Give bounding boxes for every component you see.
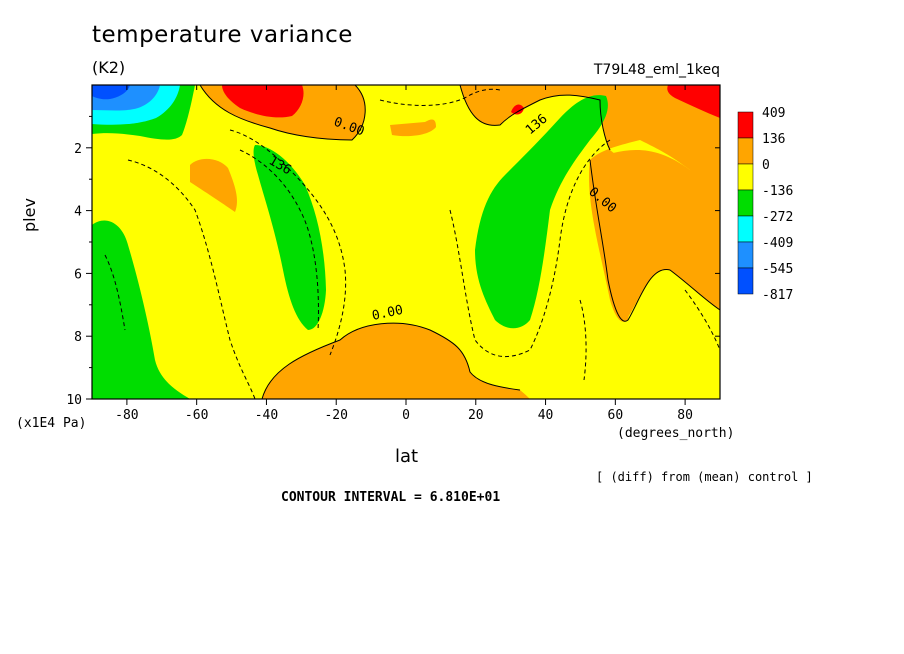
x-tick-label: -20 — [324, 408, 347, 423]
red-region-top-right — [667, 85, 720, 118]
y-tick-label: 2 — [74, 142, 82, 157]
orange-region-bottom — [262, 323, 530, 399]
dashed-contour-a — [127, 159, 256, 399]
solid-contour-bottom — [261, 322, 521, 399]
colorbar-legend: 409 136 0 -136 -272 -409 -545 -817 — [737, 106, 793, 303]
dashed-contour-h — [684, 289, 720, 351]
x-tick-label: -60 — [185, 408, 208, 423]
x-tick-label: -40 — [255, 408, 278, 423]
colorbar-swatch — [737, 189, 754, 217]
colorbar-label: 409 — [762, 106, 785, 121]
green-region-midleft — [253, 145, 326, 330]
green-region-midright — [475, 95, 608, 329]
orange-region-left-blob — [190, 158, 238, 212]
contour-lines — [104, 85, 720, 399]
diff-note: [ (diff) from (mean) control ] — [596, 470, 813, 484]
x-tick-label: 20 — [468, 408, 484, 423]
chart-units: (K2) — [92, 58, 126, 77]
x-tick-label: 80 — [677, 408, 693, 423]
y-tick-label: 8 — [74, 330, 82, 345]
green-region-left — [92, 220, 190, 399]
dashed-contour-f — [104, 254, 126, 331]
x-tick-label: 40 — [538, 408, 554, 423]
colorbar-swatch — [737, 163, 754, 191]
chart-title: temperature variance — [92, 22, 353, 48]
colorbar-swatch — [737, 241, 754, 269]
colorbar-label: 136 — [762, 132, 785, 147]
x-tick-label: 60 — [608, 408, 624, 423]
orange-region-top-right — [460, 85, 720, 399]
solid-contour-right2 — [589, 159, 720, 322]
orange-region-right — [590, 150, 720, 399]
solid-contour-right — [459, 85, 611, 151]
x-tick-label: -80 — [115, 408, 138, 423]
y-tick-group: 2 4 6 8 10 — [66, 115, 720, 408]
colorbar-label: -409 — [762, 236, 793, 251]
colorbar-label: -817 — [762, 288, 793, 303]
y-axis-units: (x1E4 Pa) — [16, 416, 87, 431]
dashed-contour-g — [579, 299, 587, 381]
orange-region-top-mid — [390, 119, 436, 137]
x-tick-label: 0 — [402, 408, 410, 423]
y-tick-label: 6 — [74, 267, 82, 282]
dashed-contour-b — [229, 129, 347, 356]
y-tick-label: 4 — [74, 205, 82, 220]
contour-label-3: 0.00 — [371, 303, 405, 324]
colorbar-swatch — [737, 267, 754, 295]
red-region-top-left — [222, 85, 304, 118]
y-axis-label: plev — [20, 198, 39, 232]
dashed-contour-c — [239, 149, 319, 331]
colorbar-label: -272 — [762, 210, 793, 225]
y-tick-label: 10 — [66, 393, 82, 408]
dark-blue-region — [92, 85, 130, 100]
x-axis-units: (degrees_north) — [617, 426, 735, 441]
contour-interval: CONTOUR INTERVAL = 6.810E+01 — [281, 490, 501, 505]
colorbar-label: 0 — [762, 158, 770, 173]
solid-contour-top — [199, 85, 366, 141]
dashed-contour-d — [449, 139, 611, 358]
dashed-contour-e — [379, 88, 501, 106]
colorbar-label: -136 — [762, 184, 793, 199]
x-axis-label: lat — [395, 446, 419, 467]
colorbar-swatch — [737, 215, 754, 243]
red-region-small — [511, 104, 524, 115]
colorbar-swatch — [737, 137, 754, 165]
experiment-label: T79L48_eml_1keq — [593, 62, 720, 78]
colorbar-swatch — [737, 111, 754, 139]
colorbar-label: -545 — [762, 262, 793, 277]
x-tick-group: -80 -60 -40 -20 0 20 40 60 80 — [115, 85, 693, 423]
contour-fields — [92, 85, 720, 399]
